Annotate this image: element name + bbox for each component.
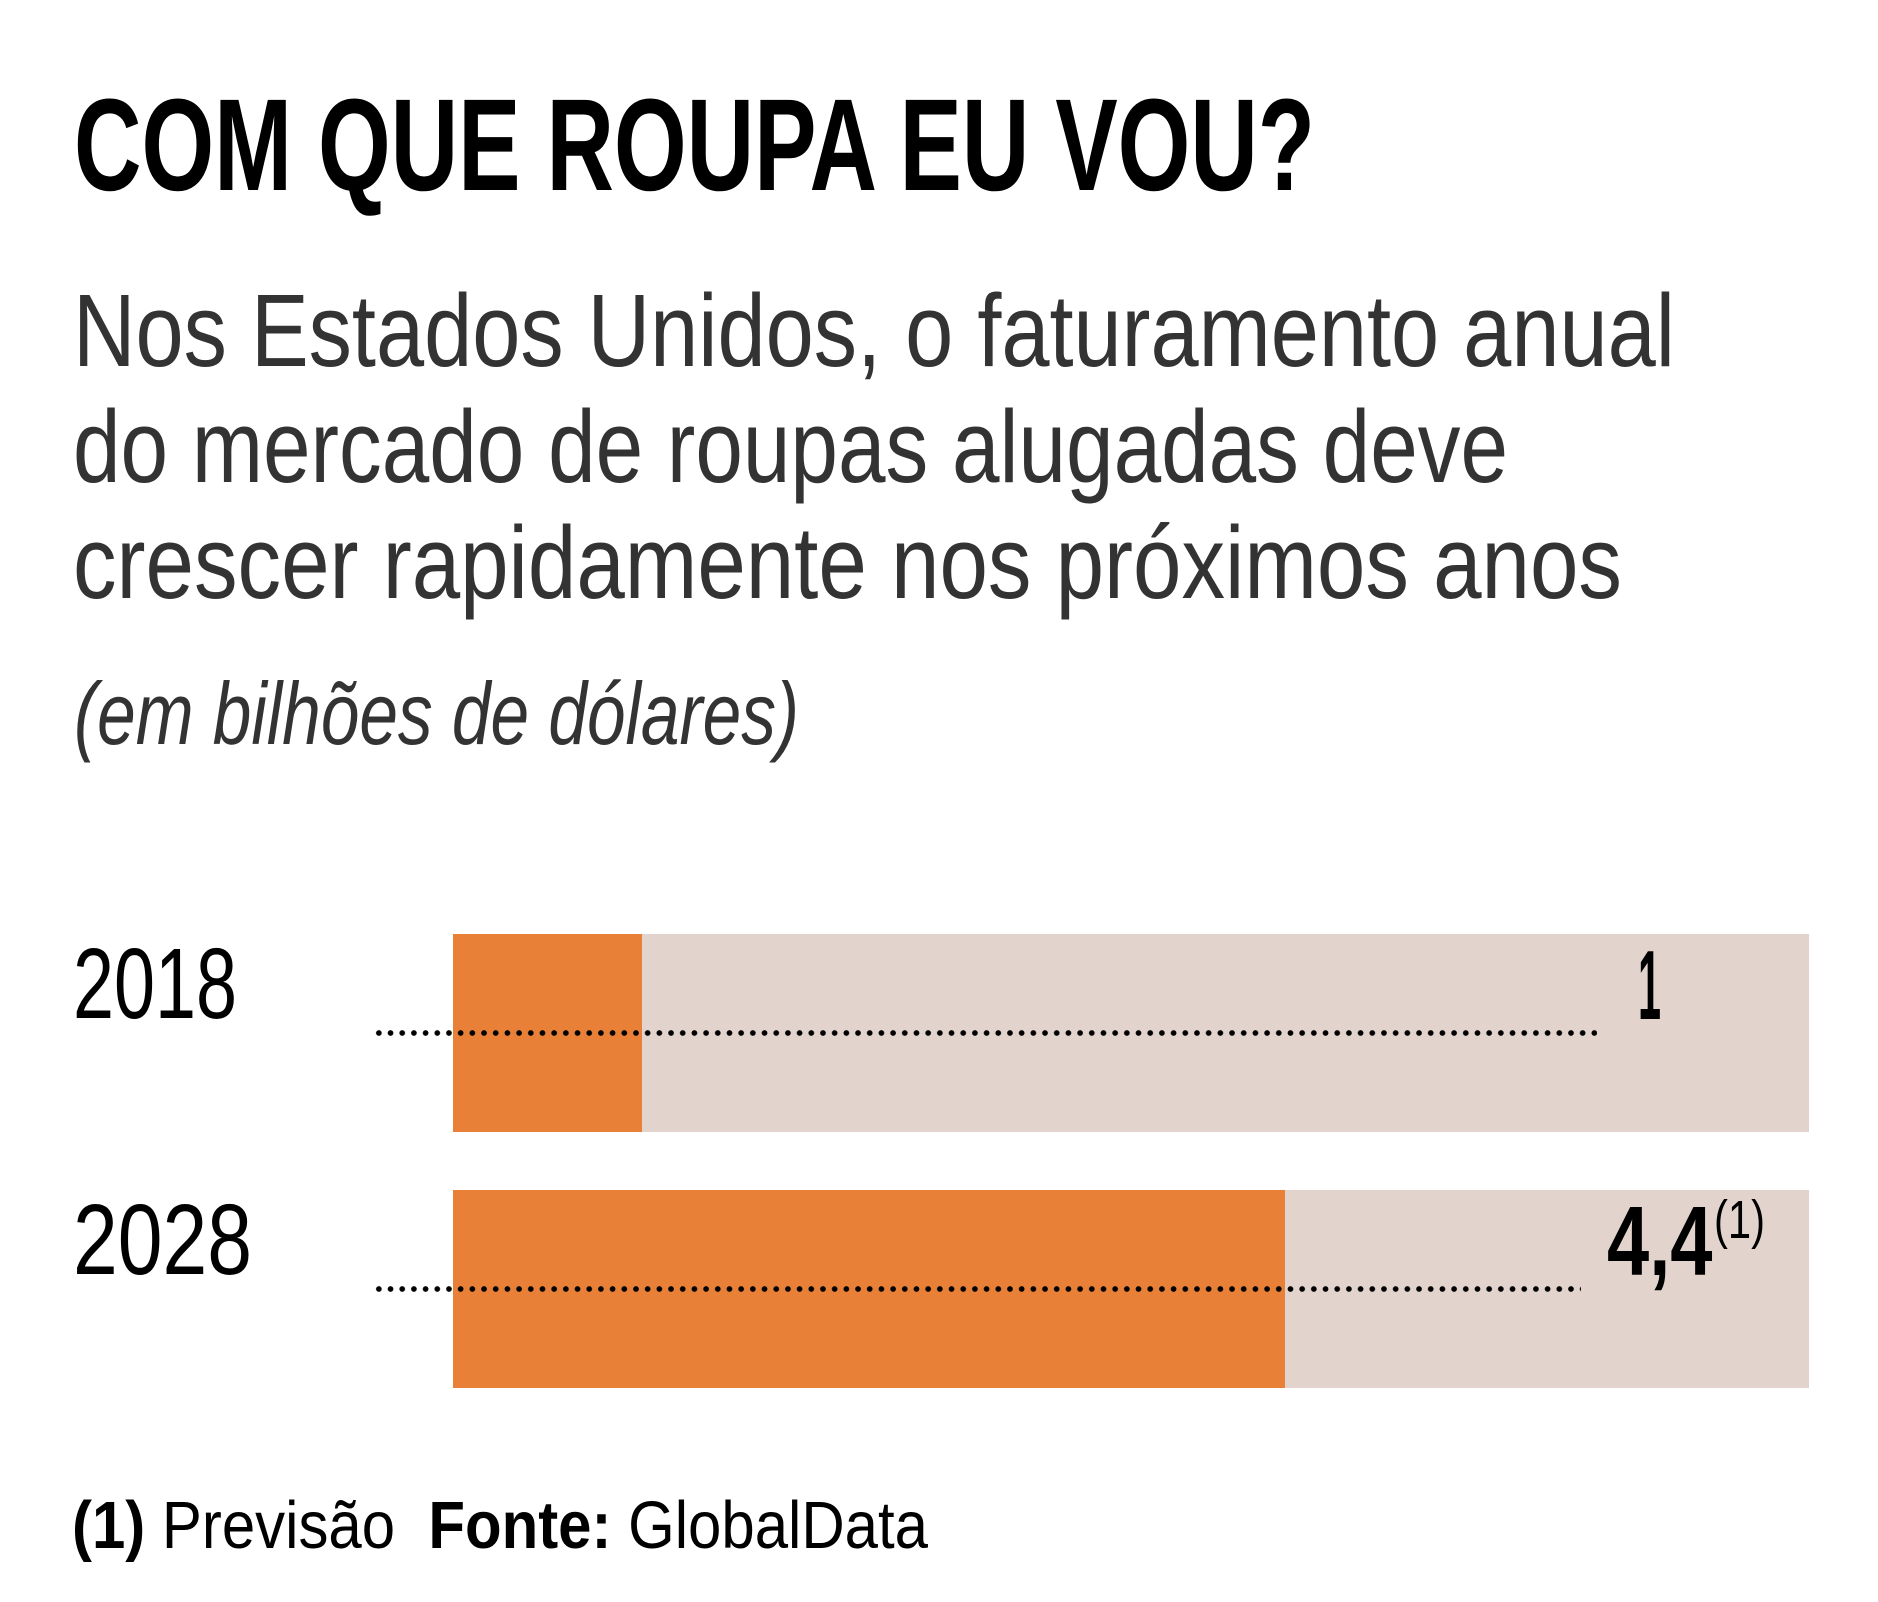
chart-title: COM QUE ROUPA EU VOU? (74, 71, 1315, 218)
source-name: GlobalData (628, 1488, 928, 1563)
value-2018: 1 (1638, 936, 1661, 1034)
subtitle-line-2: do mercado de roupas alugadas deve (73, 389, 1508, 504)
value-label-2028: 4,4 (1607, 1186, 1713, 1296)
category-label-2018: 2018 (73, 928, 238, 1040)
subtitle-line-3: crescer rapidamente nos próximos anos (73, 505, 1622, 620)
value-label-2018: 1 (1638, 930, 1662, 1040)
subtitle-line-1: Nos Estados Unidos, o faturamento anual (73, 273, 1675, 388)
category-label-2028: 2028 (73, 1184, 252, 1296)
unit-note: (em bilhões de dólares) (74, 664, 799, 763)
footnote-marker: (1) (72, 1488, 146, 1563)
footnote-ref-2028: (1) (1714, 1190, 1766, 1251)
footnote-text: Previsão (161, 1488, 396, 1563)
leader-line-2028 (373, 1286, 1581, 1292)
source-label: Fonte: (428, 1488, 612, 1563)
footnote: (1) Previsão Fonte: GlobalData (72, 1492, 928, 1559)
leader-line-2018 (373, 1030, 1597, 1036)
value-2028: 4,4(1) (1607, 1192, 1765, 1290)
